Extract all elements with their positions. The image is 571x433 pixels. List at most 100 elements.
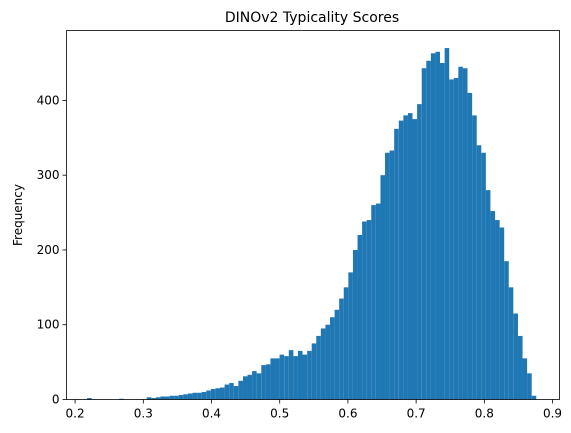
histogram-bar (270, 358, 276, 400)
histogram-bar (371, 205, 376, 400)
histogram-bar (481, 152, 486, 400)
histogram-bar (513, 313, 518, 400)
histogram-bar (224, 384, 230, 400)
y-axis-label: Frequency (11, 184, 25, 246)
histogram-bar (426, 60, 431, 400)
histogram-bar (380, 175, 386, 400)
histogram-bar (458, 66, 463, 400)
histogram-bar (375, 203, 381, 400)
histogram-bar (187, 393, 193, 400)
histogram-bar (435, 51, 441, 400)
histogram-bar (522, 358, 528, 400)
histogram-bar (362, 221, 367, 400)
histogram-bar (197, 392, 202, 400)
histogram-bar (275, 358, 280, 400)
histogram-bar (87, 398, 92, 400)
histogram-bar (472, 115, 477, 400)
y-tick-label: 100 (37, 318, 60, 332)
histogram-bar (265, 364, 271, 400)
histogram-bar (430, 53, 436, 400)
x-tick-label: 0.8 (475, 407, 494, 421)
histogram-bar (531, 395, 537, 400)
x-tick-label: 0.2 (66, 407, 85, 421)
histogram-bar (302, 354, 308, 400)
histogram-bar (178, 395, 184, 400)
x-tick-label: 0.9 (543, 407, 562, 421)
histogram-bar (453, 77, 459, 400)
histogram-bar (343, 287, 349, 400)
histogram-bar (421, 68, 427, 400)
chart-title: DINOv2 Typicality Scores (225, 10, 399, 26)
histogram-bar (164, 396, 170, 400)
histogram-bar (261, 365, 266, 400)
histogram-bar (385, 152, 390, 400)
histogram-bar (192, 392, 198, 400)
histogram-bar (233, 386, 239, 400)
histogram-bar (394, 128, 399, 400)
histogram-bar (320, 328, 326, 400)
histogram-bar (389, 150, 395, 400)
histogram-bar (339, 298, 344, 400)
y-tick-label: 400 (37, 93, 60, 107)
histogram-bar (206, 390, 211, 400)
histogram-bar (316, 335, 321, 400)
histogram-bar (284, 356, 289, 400)
histogram-bar (325, 324, 330, 400)
histogram-bar (330, 317, 335, 400)
histogram-bar (508, 287, 514, 400)
histogram-bar (297, 350, 303, 400)
histogram-bar (220, 387, 225, 400)
histogram-bar (160, 396, 165, 400)
histogram-bar (495, 220, 500, 400)
histogram-bar (517, 335, 523, 400)
histogram-bar (215, 388, 221, 400)
histogram-bar (242, 376, 248, 400)
x-axis: 0.2 0.3 0.4 0.5 0.6 0.7 0.8 0.9 (66, 399, 562, 421)
histogram-bar (201, 392, 207, 400)
x-tick-label: 0.5 (270, 407, 289, 421)
histogram-bar (398, 120, 404, 400)
x-tick-label: 0.6 (338, 407, 357, 421)
histogram-bar (311, 343, 317, 400)
histogram-bar (490, 211, 496, 400)
histogram-bar (412, 119, 418, 400)
histogram-bar (485, 190, 491, 400)
histogram-bar (417, 104, 422, 400)
histogram-bar (151, 398, 156, 400)
histogram-bars (87, 48, 537, 400)
histogram-bar (256, 373, 262, 400)
histogram-bar (449, 79, 454, 400)
histogram-bar (444, 48, 450, 400)
y-tick-label: 200 (37, 243, 60, 257)
histogram-bar (155, 397, 161, 400)
histogram-bar (307, 350, 312, 400)
histogram-bar (527, 373, 532, 400)
x-tick-label: 0.4 (202, 407, 221, 421)
histogram-bar (504, 261, 509, 400)
histogram-bar (279, 354, 285, 400)
histogram-bar (252, 371, 257, 400)
histogram-bar (334, 309, 340, 400)
histogram-bar (476, 145, 482, 400)
histogram-bar (174, 395, 179, 400)
histogram-bar (288, 350, 294, 400)
histogram-bar (247, 374, 253, 400)
histogram-bar (293, 356, 298, 400)
y-axis: 0 100 200 300 400 (37, 93, 67, 407)
histogram-bar (348, 272, 353, 400)
histogram-bar (229, 383, 234, 400)
x-tick-label: 0.7 (407, 407, 426, 421)
histogram-bar (146, 397, 152, 400)
histogram-bar (238, 380, 243, 400)
histogram-bar (467, 92, 473, 400)
y-tick-label: 300 (37, 168, 60, 182)
histogram-bar (169, 395, 175, 400)
y-tick-label: 0 (52, 393, 60, 407)
x-tick-label: 0.3 (134, 407, 153, 421)
histogram-bar (462, 68, 468, 400)
histogram-bar (499, 227, 505, 400)
histogram-bar (403, 115, 408, 400)
histogram-bar (440, 63, 445, 400)
histogram-bar (183, 394, 188, 400)
